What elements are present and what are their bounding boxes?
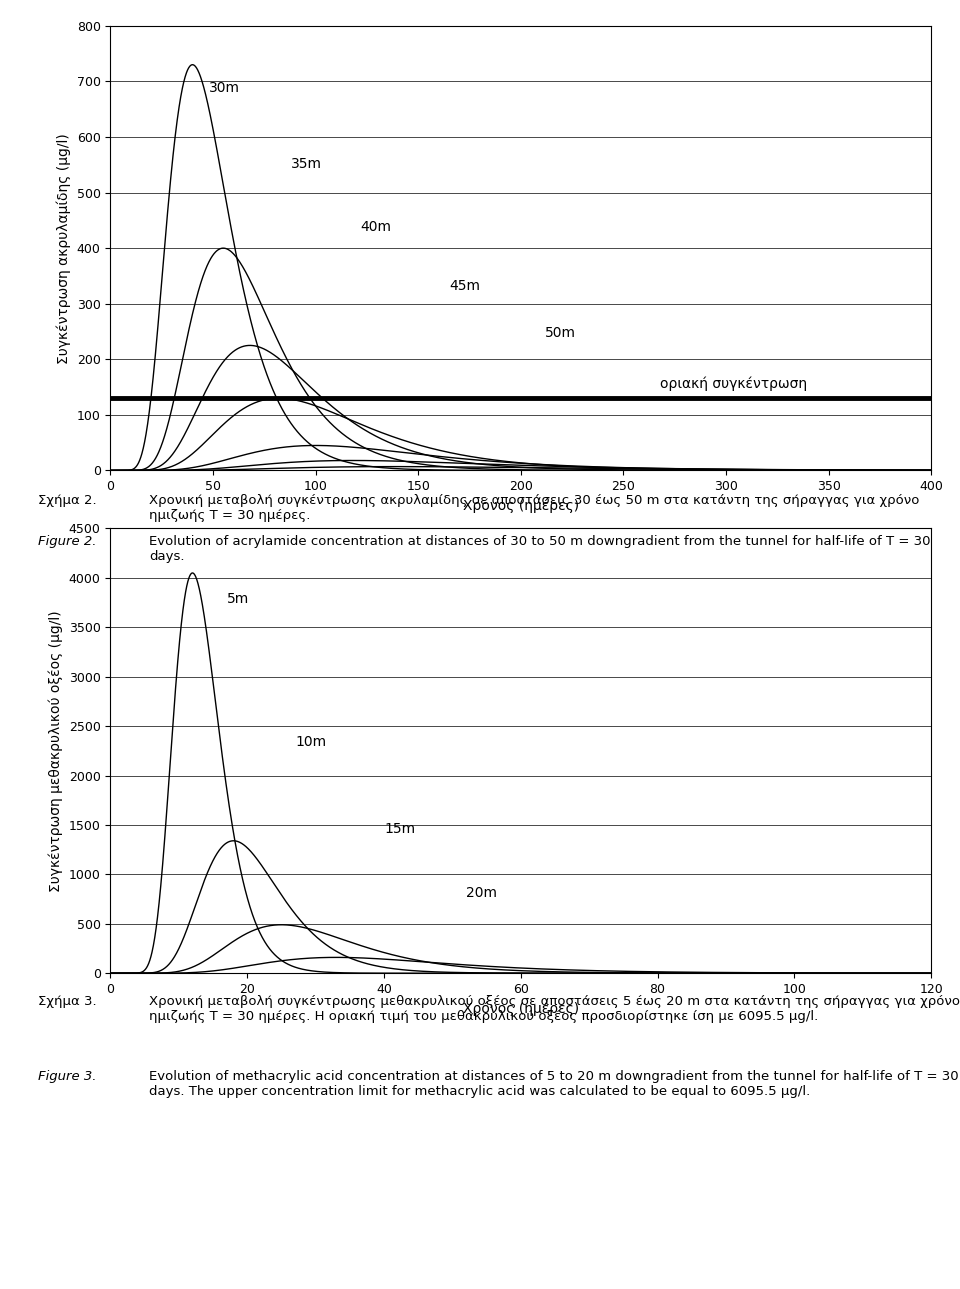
- Text: Figure 2.: Figure 2.: [38, 535, 97, 548]
- Text: Σχήμα 2.: Σχήμα 2.: [38, 494, 97, 507]
- Text: Χρονική μεταβολή συγκέντρωσης μεθακρυλικού οξέος σε αποστάσεις 5 έως 20 m στα κα: Χρονική μεταβολή συγκέντρωσης μεθακρυλικ…: [149, 995, 960, 1023]
- Text: Evolution of methacrylic acid concentration at distances of 5 to 20 m downgradie: Evolution of methacrylic acid concentrat…: [149, 1070, 958, 1098]
- X-axis label: Χρόνος (ημέρες): Χρόνος (ημέρες): [463, 499, 579, 513]
- Text: 20m: 20m: [467, 886, 497, 900]
- Text: Σχήμα 3.: Σχήμα 3.: [38, 995, 97, 1008]
- Text: 35m: 35m: [291, 156, 322, 170]
- X-axis label: Χρόνος (ημέρες): Χρόνος (ημέρες): [463, 1002, 579, 1016]
- Y-axis label: Συγκέντρωση ακρυλαμίδης (μg/l): Συγκέντρωση ακρυλαμίδης (μg/l): [57, 133, 71, 363]
- Y-axis label: Συγκέντρωση μεθακρυλικού οξέος (μg/l): Συγκέντρωση μεθακρυλικού οξέος (μg/l): [49, 610, 63, 892]
- Text: 5m: 5m: [227, 592, 249, 606]
- Text: 50m: 50m: [545, 326, 576, 340]
- Text: Χρονική μεταβολή συγκέντρωσης ακρυλαμίδης σε αποστάσεις 30 έως 50 m στα κατάντη : Χρονική μεταβολή συγκέντρωσης ακρυλαμίδη…: [149, 494, 919, 522]
- Text: οριακή συγκέντρωση: οριακή συγκέντρωση: [660, 376, 807, 392]
- Text: 45m: 45m: [449, 278, 480, 293]
- Text: 40m: 40m: [361, 220, 392, 235]
- Text: 10m: 10m: [295, 735, 326, 749]
- Text: 15m: 15m: [384, 822, 415, 835]
- Text: 30m: 30m: [209, 81, 240, 95]
- Text: Evolution of acrylamide concentration at distances of 30 to 50 m downgradient fr: Evolution of acrylamide concentration at…: [149, 535, 930, 563]
- Text: Figure 3.: Figure 3.: [38, 1070, 97, 1083]
